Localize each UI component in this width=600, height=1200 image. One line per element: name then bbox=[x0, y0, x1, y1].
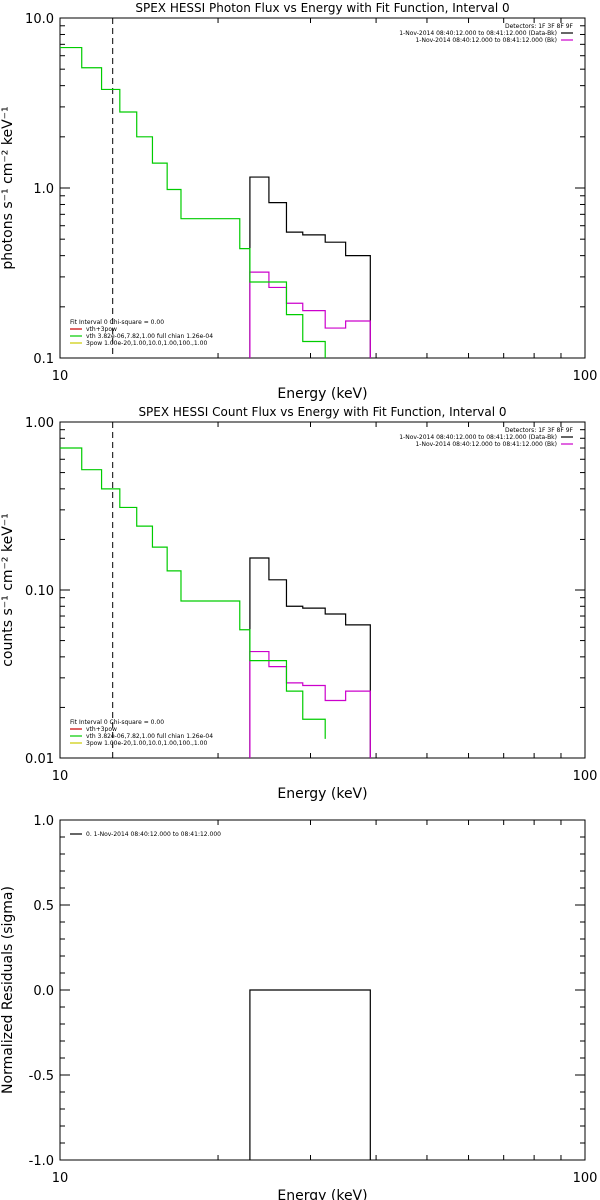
x-tick-label: 100 bbox=[573, 1171, 598, 1186]
x-tick-label: 10 bbox=[52, 369, 69, 384]
legend-entry-text: 1-Nov-2014 08:40:12.000 to 08:41:12.000 … bbox=[415, 441, 557, 448]
y-tick-label: 0.01 bbox=[25, 752, 54, 767]
legend-entry-text: vth 3.82e-06,7.82,1.00 full chian 1.26e-… bbox=[86, 733, 213, 740]
y-tick-label: -0.5 bbox=[29, 1069, 54, 1084]
legend-entry-text: 1-Nov-2014 08:40:12.000 to 08:41:12.000 … bbox=[415, 37, 557, 44]
y-tick-label: 10.0 bbox=[25, 12, 54, 27]
legend-entry-text: 3pow 1.00e-20,1.00,10.0,1.00,100.,1.00 bbox=[86, 340, 207, 347]
series-vth bbox=[60, 46, 326, 358]
legend-entry-text: 1-Nov-2014 08:40:12.000 to 08:41:12.000 … bbox=[399, 434, 557, 441]
legend-entry-text: 3pow 1.00e-20,1.00,10.0,1.00,100.,1.00 bbox=[86, 740, 207, 747]
legend-header: Detectors: 1F 3F 8F 9F bbox=[505, 23, 574, 30]
chart-title: SPEX HESSI Photon Flux vs Energy with Fi… bbox=[135, 1, 509, 15]
series-data-bk bbox=[249, 176, 371, 358]
series-0- bbox=[249, 989, 371, 1160]
x-tick-label: 100 bbox=[573, 769, 598, 784]
y-axis-label: counts s⁻¹ cm⁻² keV⁻¹ bbox=[0, 513, 16, 667]
x-axis-label: Energy (keV) bbox=[277, 1188, 367, 1200]
x-axis-label: Energy (keV) bbox=[277, 386, 367, 402]
chart-panel-1: SPEX HESSI Photon Flux vs Energy with Fi… bbox=[0, 1, 597, 402]
chart-title: SPEX HESSI Count Flux vs Energy with Fit… bbox=[138, 405, 506, 419]
series-vth bbox=[60, 447, 326, 739]
chart-panel-2: SPEX HESSI Count Flux vs Energy with Fit… bbox=[0, 405, 597, 802]
legend-entry-text: 0. 1-Nov-2014 08:40:12.000 to 08:41:12.0… bbox=[86, 831, 221, 838]
x-axis-label: Energy (keV) bbox=[277, 786, 367, 802]
legend-header: Fit Interval 0 Chi-square = 0.00 bbox=[70, 719, 164, 726]
x-tick-label: 100 bbox=[573, 369, 598, 384]
series-data-bk bbox=[249, 557, 371, 758]
y-axis-label: Normalized Residuals (sigma) bbox=[0, 886, 16, 1094]
plot-area bbox=[60, 422, 371, 758]
x-tick-label: 10 bbox=[52, 1171, 69, 1186]
y-tick-label: 1.0 bbox=[33, 814, 54, 829]
legend-entry-text: 1-Nov-2014 08:40:12.000 to 08:41:12.000 … bbox=[399, 30, 557, 37]
x-tick-label: 10 bbox=[52, 769, 69, 784]
legend-header: Fit Interval 0 Chi-square = 0.00 bbox=[70, 319, 164, 326]
y-tick-label: 1.00 bbox=[25, 416, 54, 431]
y-tick-label: 1.0 bbox=[33, 182, 54, 197]
series-bk bbox=[249, 650, 371, 758]
y-tick-label: 0.1 bbox=[33, 352, 54, 367]
plot-area bbox=[60, 18, 371, 358]
plot-frame bbox=[59, 421, 586, 759]
chart-panel-3: 10 100 1.0 0.5 0.0 -0.5 -1.0 Energy (keV) Normal… bbox=[0, 814, 597, 1200]
legend-entry-text: vth+3pow bbox=[86, 326, 117, 333]
legend-header: Detectors: 1F 3F 8F 9F bbox=[505, 427, 574, 434]
y-tick-label: 0.0 bbox=[33, 984, 54, 999]
legend-entry-text: vth 3.82e-06,7.82,1.00 full chian 1.26e-… bbox=[86, 333, 213, 340]
y-tick-label: 0.10 bbox=[25, 584, 54, 599]
plot-frame bbox=[59, 17, 586, 359]
legend-entry-text: vth+3pow bbox=[86, 726, 117, 733]
y-axis-label: photons s⁻¹ cm⁻² keV⁻¹ bbox=[0, 106, 16, 269]
y-tick-label: -1.0 bbox=[29, 1154, 54, 1169]
plot-area bbox=[249, 989, 371, 1160]
y-tick-label: 0.5 bbox=[33, 899, 54, 914]
series-bk bbox=[249, 271, 371, 358]
